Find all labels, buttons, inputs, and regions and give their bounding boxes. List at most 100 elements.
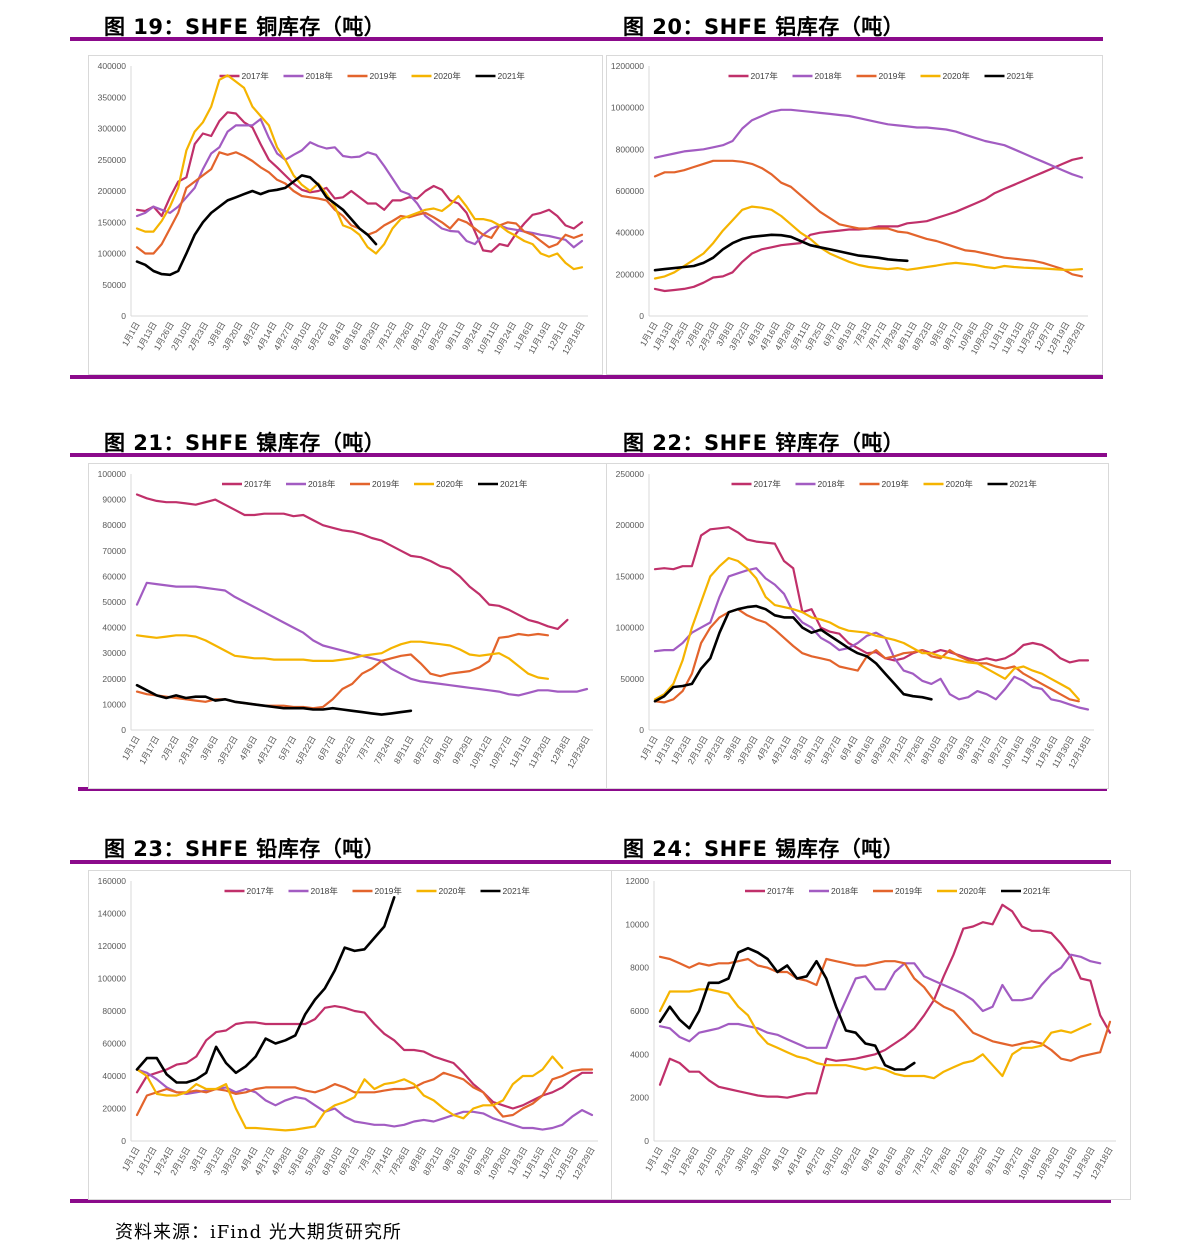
legend-label: 2021年: [498, 71, 526, 81]
series-line-2021: [135, 174, 378, 277]
legend-label: 2021年: [1010, 479, 1038, 489]
y-tick-label: 600000: [616, 186, 645, 196]
y-tick-label: 20000: [102, 674, 126, 684]
series-line-2020: [135, 1055, 564, 1132]
legend-label: 2019年: [370, 71, 398, 81]
legend-label: 2019年: [882, 479, 910, 489]
series-line-2017: [658, 903, 1112, 1099]
chart-panel-copper: 0 50000 100000 150000 200000 250000 300000 3500…: [88, 55, 603, 375]
series-line-2019: [135, 632, 549, 710]
series-line-2018: [653, 108, 1084, 179]
y-tick-label: 8000: [630, 963, 649, 973]
legend-label: 2017年: [244, 479, 272, 489]
legend-label: 2018年: [831, 886, 859, 896]
legend-label: 2020年: [946, 479, 974, 489]
series-line-2021: [653, 233, 909, 272]
legend-label: 2018年: [815, 71, 843, 81]
y-tick-label: 10000: [625, 919, 649, 929]
y-tick-label: 6000: [630, 1006, 649, 1016]
legend-label: 2019年: [375, 886, 403, 896]
y-tick-label: 12000: [625, 876, 649, 886]
y-tick-label: 100000: [98, 974, 127, 984]
series-line-2021: [658, 946, 916, 1071]
source-note: 资料来源：iFind 光大期货研究所: [115, 1222, 402, 1243]
y-tick-label: 200000: [616, 269, 645, 279]
title-rule: [70, 860, 1111, 864]
legend-label: 2020年: [434, 71, 462, 81]
y-tick-label: 40000: [102, 623, 126, 633]
chart-panel-lead: 0 20000 40000 60000 80000 100000 120000 140000 1…: [88, 870, 613, 1200]
bottom-rule: [78, 787, 1107, 791]
legend-label: 2018年: [818, 479, 846, 489]
figure-title-20: 图 20：SHFE 铝库存（吨）: [623, 15, 905, 39]
bottom-rule: [70, 375, 1103, 379]
y-tick-label: 100000: [616, 623, 645, 633]
y-tick-label: 70000: [102, 546, 126, 556]
y-tick-label: 50000: [102, 597, 126, 607]
y-tick-label: 400000: [616, 228, 645, 238]
figure-title-19: 图 19：SHFE 铜库存（吨）: [104, 15, 386, 39]
chart-svg: 0500001000001500002000002500001月1日1月13日1…: [616, 469, 1094, 770]
y-tick-label: 140000: [98, 909, 127, 919]
legend-label: 2017年: [754, 479, 782, 489]
y-tick-label: 90000: [102, 495, 126, 505]
title-rule: [70, 453, 1107, 457]
y-tick-label: 400000: [98, 61, 127, 71]
legend-label: 2020年: [439, 886, 467, 896]
y-tick-label: 2000: [630, 1093, 649, 1103]
y-tick-label: 0: [121, 725, 126, 735]
y-tick-label: 50000: [102, 280, 126, 290]
y-tick-label: 80000: [102, 520, 126, 530]
series-line-2018: [658, 953, 1102, 1049]
figure-title-24: 图 24：SHFE 锡库存（吨）: [623, 837, 905, 861]
chart-svg: 0 50000 100000 150000 200000 250000 300000 3500…: [98, 61, 588, 356]
legend-label: 2021年: [1023, 886, 1051, 896]
legend-label: 2021年: [500, 479, 528, 489]
y-tick-label: 120000: [98, 941, 127, 951]
y-tick-label: 350000: [98, 92, 127, 102]
series-line-2021: [135, 895, 396, 1084]
series-line-2017: [135, 493, 569, 630]
chart-svg: 0 20000 40000 60000 80000 100000 120000 140000 1…: [98, 876, 598, 1181]
legend-label: 2018年: [308, 479, 336, 489]
series-line-2021: [653, 604, 933, 703]
y-tick-label: 1000000: [611, 103, 644, 113]
legend-label: 2018年: [311, 886, 339, 896]
y-tick-label: 160000: [98, 876, 127, 886]
y-tick-label: 40000: [102, 1071, 126, 1081]
legend-label: 2020年: [436, 479, 464, 489]
legend-label: 2019年: [372, 479, 400, 489]
y-tick-label: 100000: [98, 249, 127, 259]
y-tick-label: 1200000: [611, 61, 644, 71]
y-tick-label: 100000: [98, 469, 127, 479]
chart-svg: 0200000400000600000800000100000012000001…: [611, 61, 1088, 356]
y-tick-label: 50000: [620, 674, 644, 684]
y-tick-label: 30000: [102, 648, 126, 658]
y-tick-label: 0: [639, 311, 644, 321]
figure-title-22: 图 22：SHFE 锌库存（吨）: [623, 431, 905, 455]
y-tick-label: 60000: [102, 1039, 126, 1049]
legend-label: 2020年: [943, 71, 971, 81]
legend-label: 2017年: [247, 886, 275, 896]
legend-label: 2021年: [1007, 71, 1035, 81]
y-tick-label: 0: [644, 1136, 649, 1146]
legend-label: 2021年: [503, 886, 531, 896]
y-tick-label: 0: [639, 725, 644, 735]
y-tick-label: 200000: [616, 520, 645, 530]
y-tick-label: 20000: [102, 1104, 126, 1114]
series-line-2018: [653, 567, 1090, 711]
figure-title-21: 图 21：SHFE 镍库存（吨）: [104, 431, 386, 455]
y-tick-label: 80000: [102, 1006, 126, 1016]
y-tick-label: 250000: [616, 469, 645, 479]
series-line-2019: [653, 159, 1084, 278]
bottom-rule: [70, 1199, 1111, 1203]
chart-panel-zinc: 0 50000 100000 150000 200000 250000 1月1日 1月13日 1…: [606, 463, 1109, 789]
legend-label: 2017年: [767, 886, 795, 896]
series-line-2020: [135, 634, 549, 680]
y-tick-label: 250000: [98, 155, 127, 165]
y-tick-label: 0: [121, 311, 126, 321]
y-tick-label: 800000: [616, 144, 645, 154]
series-line-2017: [135, 111, 584, 253]
legend-label: 2019年: [895, 886, 923, 896]
figure-title-23: 图 23：SHFE 铅库存（吨）: [104, 837, 386, 861]
